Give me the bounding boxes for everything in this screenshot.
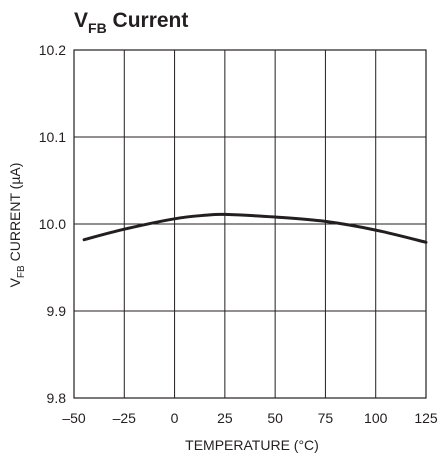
y-tick-labels: 9.8 9.9 10.0 10.1 10.2 bbox=[39, 42, 66, 406]
x-tick-label: –25 bbox=[113, 410, 137, 426]
series-line bbox=[82, 212, 428, 244]
chart-title: VFB Current bbox=[74, 9, 188, 36]
x-tick-label: 25 bbox=[217, 410, 233, 426]
x-tick-label: –50 bbox=[62, 410, 86, 426]
gridlines bbox=[74, 50, 426, 398]
x-axis-label: TEMPERATURE (°C) bbox=[185, 437, 319, 453]
x-tick-label: 125 bbox=[414, 410, 438, 426]
y-tick-label: 10.1 bbox=[39, 129, 66, 145]
x-tick-label: 75 bbox=[318, 410, 334, 426]
y-tick-label: 10.0 bbox=[39, 216, 66, 232]
y-axis-label: VFB CURRENT (µA) bbox=[7, 163, 27, 288]
series-layer bbox=[82, 212, 428, 244]
y-tick-label: 10.2 bbox=[39, 42, 66, 58]
x-tick-label: 100 bbox=[364, 410, 388, 426]
x-tick-labels: –50 –25 0 25 50 75 100 125 bbox=[62, 410, 438, 426]
y-tick-label: 9.8 bbox=[47, 390, 67, 406]
y-tick-label: 9.9 bbox=[47, 303, 67, 319]
x-tick-label: 0 bbox=[171, 410, 179, 426]
x-tick-label: 50 bbox=[267, 410, 283, 426]
